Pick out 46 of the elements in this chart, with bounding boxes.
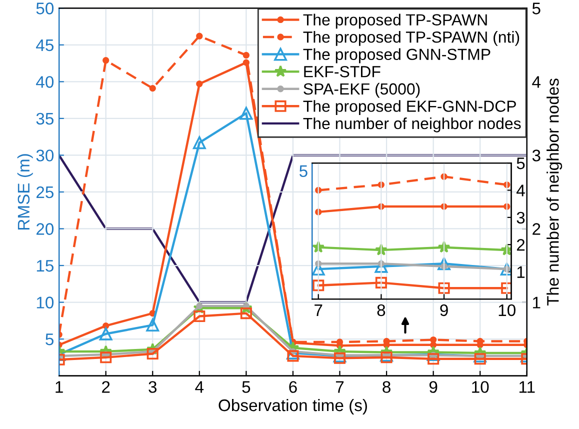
- x-tick-label: 6: [289, 381, 297, 393]
- x-tick-label: 9: [440, 304, 448, 316]
- legend-label: EKF-STDF: [304, 66, 380, 78]
- y2-tick-label: 2: [532, 223, 540, 235]
- legend-label: The proposed TP-SPAWN (nti): [303, 31, 520, 46]
- y-tick-label: 35: [36, 112, 54, 125]
- y2-tick-label: 5: [532, 2, 540, 14]
- x-tick-label: 4: [195, 381, 204, 393]
- legend-label: SPA-EKF (5000): [304, 82, 420, 98]
- y2-tick-label: 3: [532, 150, 540, 162]
- y-tick-label: 45: [36, 39, 54, 52]
- y-tick-label: 25: [36, 186, 54, 198]
- y-tick-label: 50: [36, 2, 54, 14]
- y2-tick-label: 4: [516, 184, 525, 196]
- x-tick-label: 2: [102, 381, 110, 393]
- y2-tick-label: 2: [516, 239, 525, 251]
- y-tick-label: 5: [46, 334, 54, 346]
- x-tick-label: 5: [242, 381, 250, 393]
- legend-label: The proposed TP-SPAWN: [303, 14, 487, 29]
- legend-label: The number of neighbor nodes: [303, 117, 521, 132]
- x-tick-label: 8: [382, 381, 390, 393]
- y-tick-label: 30: [36, 150, 54, 162]
- y2-tick-label: 5: [516, 158, 525, 170]
- x-tick-label: 7: [336, 381, 344, 393]
- y2-tick-label: 1: [533, 296, 540, 308]
- legend-label: The proposed EKF-GNN-DCP: [303, 100, 516, 116]
- x-tick-label: 10: [498, 304, 516, 316]
- x-tick-label: 8: [377, 304, 386, 316]
- x-tick-label: 1: [56, 381, 63, 393]
- y2-axis-title: The number of neighbor nodes: [546, 78, 562, 306]
- y-tick-label: 20: [36, 223, 54, 235]
- x-tick-label: 9: [429, 381, 438, 393]
- y-tick-label: 10: [36, 296, 54, 308]
- legend-label: The proposed GNN-STMP: [303, 48, 490, 64]
- x-tick-label: 3: [148, 381, 157, 393]
- x-tick-label: 11: [520, 381, 535, 393]
- y2-tick-label: 3: [516, 212, 525, 224]
- x-axis-title: Observation time (s): [218, 398, 367, 415]
- y2-tick-label: 1: [517, 266, 525, 278]
- y-axis-title: RMSE (m): [17, 154, 33, 230]
- y-tick-label: 40: [36, 76, 54, 88]
- y-tick-label: 15: [36, 260, 54, 272]
- y2-tick-label: 4: [532, 76, 541, 88]
- x-tick-label: 10: [472, 381, 489, 393]
- x-tick-label: 7: [314, 304, 322, 316]
- annotation: 5: [299, 165, 308, 178]
